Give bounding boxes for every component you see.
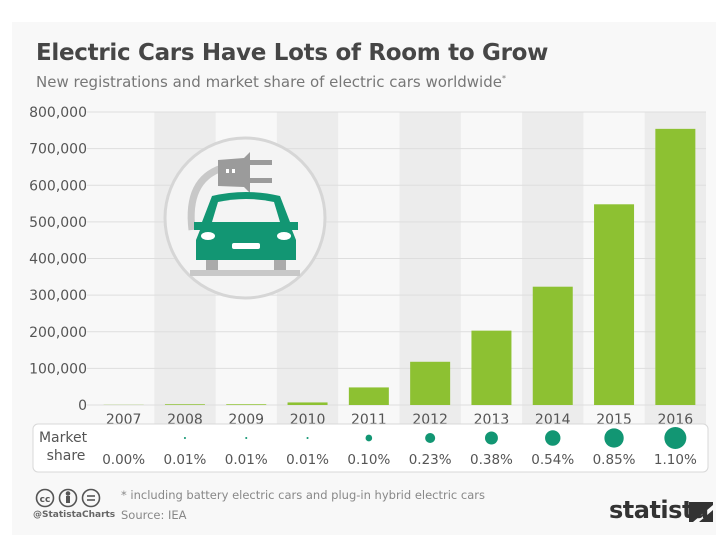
market-share-dot bbox=[484, 431, 498, 445]
bar bbox=[287, 402, 328, 405]
electric-car-plug-icon bbox=[163, 136, 327, 300]
nd-icon bbox=[81, 488, 101, 508]
y-tick-label: 500,000 bbox=[29, 215, 87, 231]
market-share-value: 0.01% bbox=[164, 452, 207, 468]
svg-text:cc: cc bbox=[40, 495, 51, 505]
market-share-dot bbox=[183, 436, 186, 440]
market-share-value: 0.10% bbox=[347, 452, 390, 468]
market-share-dot bbox=[664, 427, 687, 449]
y-tick-label: 200,000 bbox=[29, 325, 87, 341]
bar bbox=[410, 361, 451, 405]
statista-handle[interactable]: @StatistaCharts bbox=[33, 510, 116, 520]
bar bbox=[532, 286, 573, 405]
license-icons: cc bbox=[35, 488, 107, 514]
bar bbox=[348, 387, 389, 405]
bar bbox=[655, 128, 696, 405]
market-share-value: 0.85% bbox=[593, 452, 636, 468]
market-share-value: 1.10% bbox=[654, 452, 697, 468]
y-tick-label: 0 bbox=[78, 398, 87, 414]
subtitle-text: New registrations and market share of el… bbox=[36, 73, 502, 91]
y-tick-label: 400,000 bbox=[29, 252, 87, 268]
y-tick-label: 700,000 bbox=[29, 142, 87, 158]
cc-icon: cc bbox=[35, 488, 55, 508]
y-tick-label: 300,000 bbox=[29, 288, 87, 304]
bar bbox=[471, 330, 512, 405]
market-share-value: 0.54% bbox=[531, 452, 574, 468]
market-share-value: 0.01% bbox=[286, 452, 329, 468]
market-share-dot bbox=[545, 430, 561, 446]
by-icon bbox=[58, 488, 78, 508]
footnote: * including battery electric cars and pl… bbox=[121, 488, 485, 502]
y-tick-label: 600,000 bbox=[29, 178, 87, 194]
y-tick-label: 800,000 bbox=[29, 105, 87, 121]
subtitle-footnote-mark: * bbox=[501, 74, 506, 83]
statista-logo: statista bbox=[609, 496, 713, 524]
market-share-dot bbox=[365, 434, 373, 442]
market-share-dot bbox=[425, 432, 436, 444]
y-tick-label: 100,000 bbox=[29, 361, 87, 377]
market-share-value: 0.23% bbox=[409, 452, 452, 468]
market-share-value: 0.38% bbox=[470, 452, 513, 468]
source: Source: IEA bbox=[121, 508, 187, 522]
market-share-dot bbox=[306, 436, 309, 440]
statista-logo-icon bbox=[689, 502, 713, 522]
bar bbox=[164, 404, 205, 405]
chart-subtitle: New registrations and market share of el… bbox=[36, 73, 506, 91]
market-share-dot bbox=[604, 428, 624, 448]
chart-title: Electric Cars Have Lots of Room to Grow bbox=[36, 40, 549, 66]
market-share-panel bbox=[32, 423, 709, 473]
market-share-label: Market bbox=[39, 430, 88, 446]
market-share-dot bbox=[245, 436, 248, 440]
bar bbox=[594, 204, 635, 405]
market-share-value: 0.01% bbox=[225, 452, 268, 468]
bar bbox=[226, 404, 267, 405]
market-share-label: share bbox=[47, 448, 86, 464]
market-share-value: 0.00% bbox=[102, 452, 145, 468]
